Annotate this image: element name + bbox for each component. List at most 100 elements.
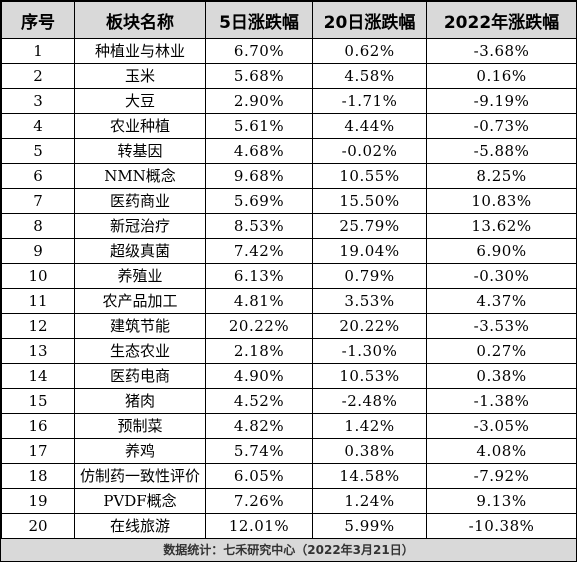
table-row: 5 转基因 4.68% -0.02% -5.88%	[1, 138, 577, 164]
table-row: 7 医药商业 5.69% 15.50% 10.83%	[1, 188, 577, 214]
table-header: 序号 板块名称 5日涨跌幅 20日涨跌幅 2022年涨跌幅	[1, 1, 577, 39]
cell-sector-name: NMN概念	[74, 163, 206, 189]
cell-change-2022: 0.27%	[426, 338, 577, 364]
cell-change-5d: 4.52%	[205, 388, 313, 414]
cell-sector-name: 医药商业	[74, 188, 206, 214]
cell-change-5d: 4.82%	[205, 413, 313, 439]
table-row: 6 NMN概念 9.68% 10.55% 8.25%	[1, 163, 577, 189]
cell-change-2022: -5.88%	[426, 138, 577, 164]
cell-change-20d: 15.50%	[312, 188, 427, 214]
cell-change-5d: 6.70%	[205, 38, 313, 64]
cell-change-2022: 8.25%	[426, 163, 577, 189]
cell-index: 6	[1, 163, 75, 189]
cell-change-20d: 10.53%	[312, 363, 427, 389]
cell-index: 18	[1, 463, 75, 489]
cell-change-2022: -3.05%	[426, 413, 577, 439]
cell-change-20d: 4.44%	[312, 113, 427, 139]
cell-index: 10	[1, 263, 75, 289]
cell-sector-name: 建筑节能	[74, 313, 206, 339]
cell-change-20d: 0.38%	[312, 438, 427, 464]
cell-change-2022: -3.68%	[426, 38, 577, 64]
cell-change-5d: 4.68%	[205, 138, 313, 164]
cell-change-20d: 25.79%	[312, 213, 427, 239]
cell-index: 3	[1, 88, 75, 114]
cell-change-20d: 1.24%	[312, 488, 427, 514]
cell-change-2022: -9.19%	[426, 88, 577, 114]
cell-index: 13	[1, 338, 75, 364]
header-2022-change: 2022年涨跌幅	[426, 1, 577, 39]
cell-sector-name: 生态农业	[74, 338, 206, 364]
cell-change-5d: 20.22%	[205, 313, 313, 339]
cell-index: 9	[1, 238, 75, 264]
cell-sector-name: 农产品加工	[74, 288, 206, 314]
cell-change-20d: -2.48%	[312, 388, 427, 414]
cell-sector-name: 猪肉	[74, 388, 206, 414]
cell-sector-name: 种植业与林业	[74, 38, 206, 64]
cell-index: 20	[1, 513, 75, 539]
cell-sector-name: 农业种植	[74, 113, 206, 139]
cell-change-20d: 0.62%	[312, 38, 427, 64]
cell-change-20d: 10.55%	[312, 163, 427, 189]
table-row: 12 建筑节能 20.22% 20.22% -3.53%	[1, 313, 577, 339]
cell-change-5d: 5.68%	[205, 63, 313, 89]
cell-change-5d: 7.26%	[205, 488, 313, 514]
cell-sector-name: PVDF概念	[74, 488, 206, 514]
cell-index: 16	[1, 413, 75, 439]
table-row: 9 超级真菌 7.42% 19.04% 6.90%	[1, 238, 577, 264]
cell-index: 11	[1, 288, 75, 314]
cell-index: 8	[1, 213, 75, 239]
cell-index: 12	[1, 313, 75, 339]
cell-change-2022: 13.62%	[426, 213, 577, 239]
table-row: 8 新冠治疗 8.53% 25.79% 13.62%	[1, 213, 577, 239]
table-row: 11 农产品加工 4.81% 3.53% 4.37%	[1, 288, 577, 314]
cell-sector-name: 转基因	[74, 138, 206, 164]
cell-index: 7	[1, 188, 75, 214]
cell-index: 5	[1, 138, 75, 164]
table-row: 2 玉米 5.68% 4.58% 0.16%	[1, 63, 577, 89]
cell-change-2022: -1.38%	[426, 388, 577, 414]
table-row: 18 仿制药一致性评价 6.05% 14.58% -7.92%	[1, 463, 577, 489]
cell-change-2022: -3.53%	[426, 313, 577, 339]
table-row: 16 预制菜 4.82% 1.42% -3.05%	[1, 413, 577, 439]
cell-change-2022: -0.73%	[426, 113, 577, 139]
cell-sector-name: 医药电商	[74, 363, 206, 389]
cell-index: 15	[1, 388, 75, 414]
table-row: 3 大豆 2.90% -1.71% -9.19%	[1, 88, 577, 114]
header-index: 序号	[1, 1, 75, 39]
header-sector-name: 板块名称	[74, 1, 206, 39]
cell-change-2022: 10.83%	[426, 188, 577, 214]
cell-index: 4	[1, 113, 75, 139]
cell-sector-name: 仿制药一致性评价	[74, 463, 206, 489]
cell-change-20d: -1.71%	[312, 88, 427, 114]
cell-sector-name: 玉米	[74, 63, 206, 89]
cell-change-2022: -0.30%	[426, 263, 577, 289]
table-row: 17 养鸡 5.74% 0.38% 4.08%	[1, 438, 577, 464]
cell-change-20d: 5.99%	[312, 513, 427, 539]
sector-performance-table: 序号 板块名称 5日涨跌幅 20日涨跌幅 2022年涨跌幅 1 种植业与林业 6.7…	[1, 1, 577, 539]
header-20d-change: 20日涨跌幅	[312, 1, 427, 39]
cell-index: 2	[1, 63, 75, 89]
cell-change-2022: -7.92%	[426, 463, 577, 489]
cell-index: 14	[1, 363, 75, 389]
cell-change-20d: 1.42%	[312, 413, 427, 439]
cell-change-5d: 5.74%	[205, 438, 313, 464]
cell-change-5d: 6.13%	[205, 263, 313, 289]
cell-change-2022: 4.08%	[426, 438, 577, 464]
table-row: 19 PVDF概念 7.26% 1.24% 9.13%	[1, 488, 577, 514]
cell-sector-name: 大豆	[74, 88, 206, 114]
cell-change-20d: 19.04%	[312, 238, 427, 264]
cell-change-20d: 3.53%	[312, 288, 427, 314]
table-row: 10 养殖业 6.13% 0.79% -0.30%	[1, 263, 577, 289]
cell-change-5d: 2.90%	[205, 88, 313, 114]
cell-change-20d: 0.79%	[312, 263, 427, 289]
cell-change-5d: 6.05%	[205, 463, 313, 489]
cell-index: 1	[1, 38, 75, 64]
cell-change-20d: 20.22%	[312, 313, 427, 339]
cell-change-20d: 14.58%	[312, 463, 427, 489]
cell-sector-name: 养殖业	[74, 263, 206, 289]
cell-change-2022: 9.13%	[426, 488, 577, 514]
cell-sector-name: 预制菜	[74, 413, 206, 439]
table-body: 1 种植业与林业 6.70% 0.62% -3.68% 2 玉米 5.68% 4.58% 0.16…	[1, 38, 577, 539]
cell-change-5d: 9.68%	[205, 163, 313, 189]
cell-change-5d: 2.18%	[205, 338, 313, 364]
